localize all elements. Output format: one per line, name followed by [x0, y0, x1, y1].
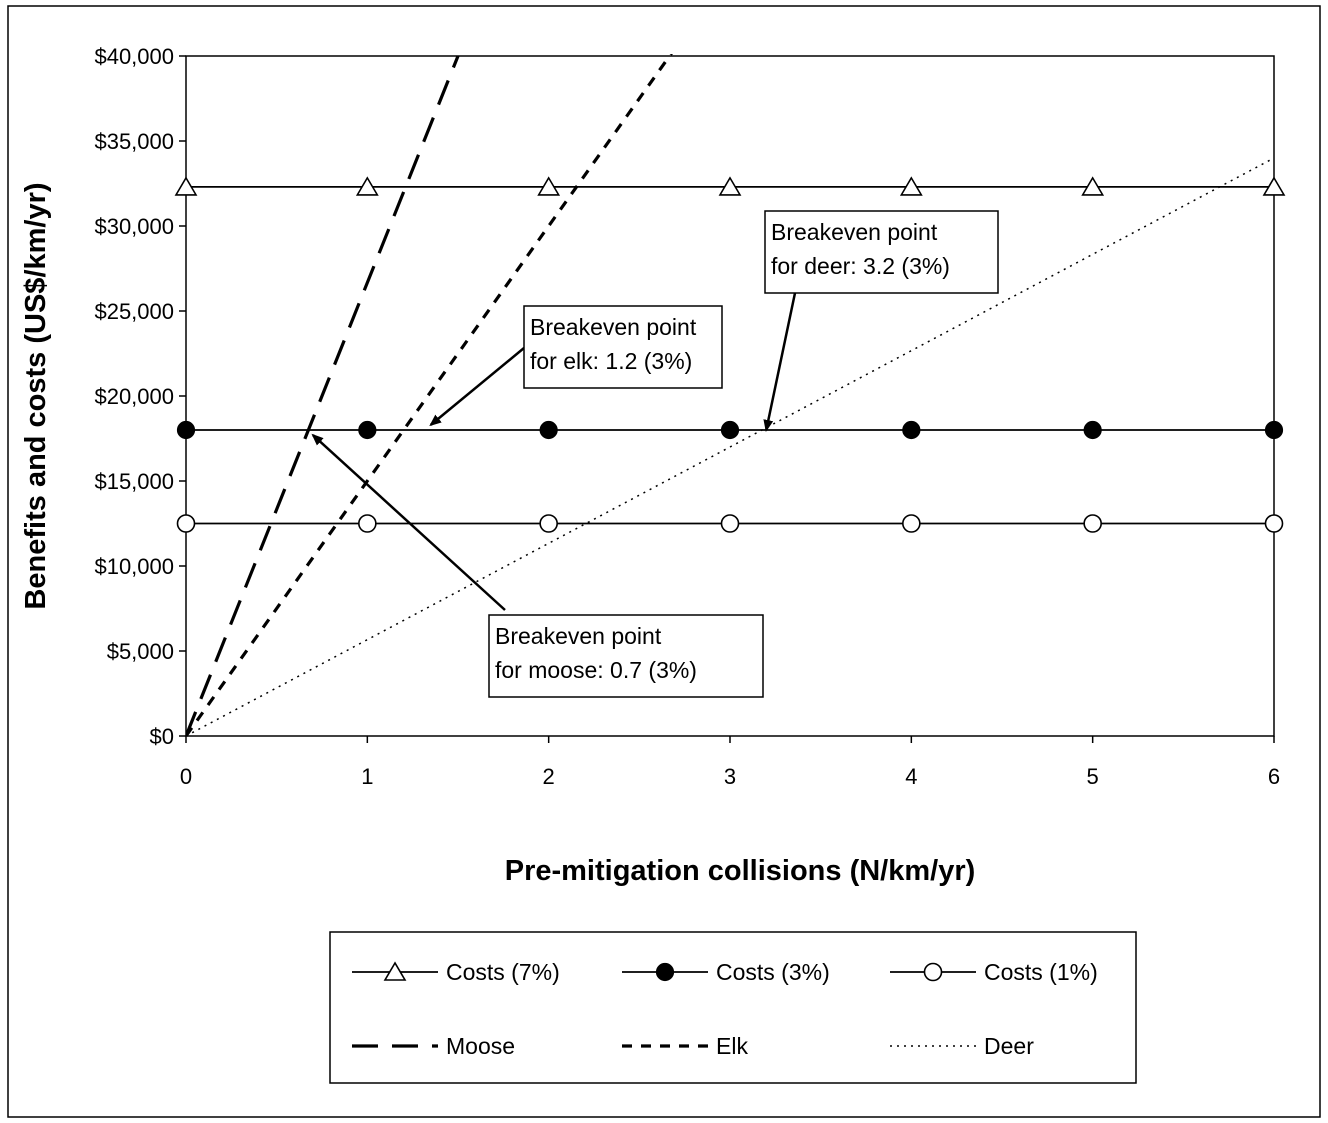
data-point	[1081, 176, 1105, 196]
data-point	[1264, 514, 1284, 533]
data-point	[176, 514, 196, 533]
y-tick-label: $5,000	[107, 639, 174, 664]
y-tick-label: $10,000	[94, 554, 174, 579]
series-3	[186, 55, 460, 737]
data-point	[358, 420, 377, 440]
annotation-arrow	[763, 292, 797, 432]
data-point	[899, 176, 923, 196]
y-tick-label: $30,000	[94, 214, 174, 239]
data-point	[902, 514, 921, 533]
x-axis-title: Pre-mitigation collisions (N/km/yr)	[505, 855, 976, 887]
x-tick-label: 6	[1268, 764, 1280, 789]
annotation-text: Breakeven point	[495, 623, 662, 649]
data-point	[537, 176, 561, 196]
legend-label: Costs (3%)	[716, 959, 830, 985]
legend-marker	[655, 962, 675, 982]
y-tick-label: $15,000	[94, 469, 174, 494]
y-tick-label: $25,000	[94, 299, 174, 324]
data-point	[1083, 420, 1102, 440]
legend-label: Costs (1%)	[984, 959, 1098, 985]
legend-item: Costs (7%)	[352, 959, 560, 985]
legend-item: Deer	[890, 1033, 1034, 1059]
annotation-text: Breakeven point	[771, 219, 938, 245]
series-4	[186, 54, 673, 737]
y-axis-title: Benefits and costs (US$/km/yr)	[20, 182, 52, 609]
series-line	[186, 54, 673, 737]
data-point	[718, 176, 742, 196]
y-axis: $0 $5,000 $10,000 $15,000 $20,000 $25,000 $30,…	[94, 44, 186, 749]
y-tick-label: $40,000	[94, 44, 174, 69]
legend-label: Elk	[716, 1033, 748, 1059]
annotation-box	[488, 614, 764, 698]
x-tick-label: 5	[1087, 764, 1099, 789]
legend-marker	[383, 961, 407, 981]
annotation-0: Breakeven point for deer: 3.2 (3%)	[763, 210, 999, 432]
y-tick-label: $0	[150, 724, 174, 749]
series-5	[186, 157, 1274, 737]
series-line	[186, 55, 460, 737]
data-point	[1262, 176, 1286, 196]
series-markers-1	[176, 420, 1284, 440]
annotation-1: Breakeven point for elk: 1.2 (3%)	[429, 305, 723, 427]
legend: Costs (7%) Costs (3%) Costs (1%) Moose Elk De…	[352, 959, 1098, 1059]
x-tick-label: 0	[180, 764, 192, 789]
y-tick-label: $35,000	[94, 129, 174, 154]
x-tick-label: 1	[361, 764, 373, 789]
legend-item: Costs (1%)	[890, 959, 1098, 985]
legend-box	[329, 931, 1137, 1084]
x-tick-label: 3	[724, 764, 736, 789]
y-tick-label: $20,000	[94, 384, 174, 409]
data-point	[902, 420, 921, 440]
data-point	[539, 420, 558, 440]
annotation-arrow	[429, 347, 525, 427]
data-point	[720, 420, 740, 440]
series-layer	[174, 54, 1286, 737]
series-markers-2	[176, 514, 1284, 533]
data-point	[539, 514, 558, 533]
legend-label: Costs (7%)	[446, 959, 560, 985]
legend-label: Deer	[984, 1033, 1034, 1059]
legend-item: Elk	[622, 1033, 748, 1059]
annotation-text: for elk: 1.2 (3%)	[530, 348, 692, 374]
data-point	[358, 514, 377, 533]
annotation-text: Breakeven point	[530, 314, 697, 340]
series-markers-0	[174, 176, 1286, 196]
data-point	[174, 176, 198, 196]
data-point	[1083, 514, 1102, 533]
x-axis: 0 1 2 3 4 5 6	[180, 736, 1280, 789]
legend-item: Moose	[352, 1033, 515, 1059]
x-tick-label: 2	[543, 764, 555, 789]
data-point	[176, 420, 196, 440]
data-point	[1264, 420, 1284, 440]
legend-marker	[923, 962, 943, 982]
annotation-box	[523, 305, 723, 389]
series-line	[186, 157, 1274, 737]
annotation-text: for moose: 0.7 (3%)	[495, 657, 697, 683]
data-point	[355, 176, 379, 196]
annotation-text: for deer: 3.2 (3%)	[771, 253, 950, 279]
x-tick-label: 4	[905, 764, 917, 789]
legend-label: Moose	[446, 1033, 515, 1059]
annotation-2: Breakeven point for moose: 0.7 (3%)	[311, 433, 764, 698]
data-point	[720, 514, 740, 533]
legend-item: Costs (3%)	[622, 959, 830, 985]
annotation-arrow	[311, 433, 506, 611]
annotation-box	[764, 210, 999, 294]
